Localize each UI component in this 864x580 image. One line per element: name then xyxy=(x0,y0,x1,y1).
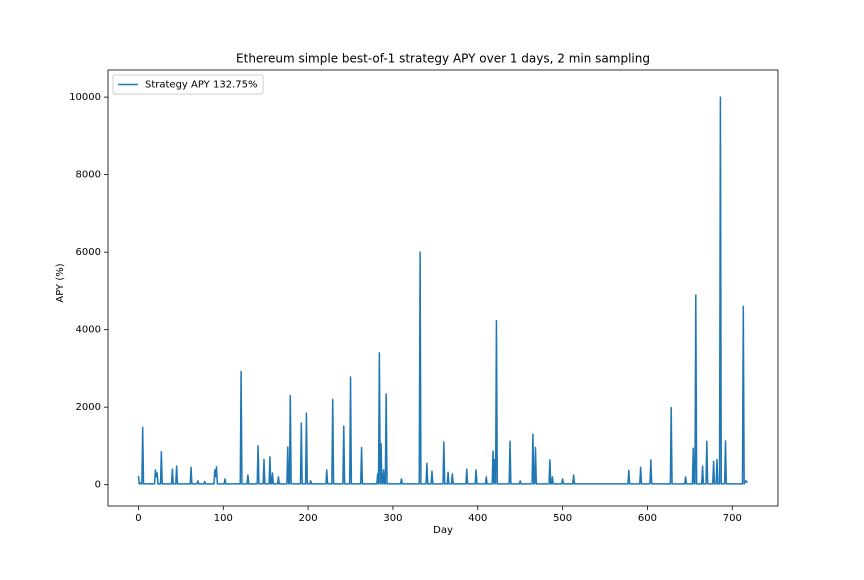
y-axis-label: APY (%) xyxy=(55,263,66,302)
legend-box xyxy=(112,74,264,95)
x-tick-label: 200 xyxy=(299,513,318,524)
y-tick-label: 8000 xyxy=(76,170,101,181)
x-tick-label: 500 xyxy=(553,513,572,524)
x-tick-label: 0 xyxy=(135,513,141,524)
y-tick-label: 0 xyxy=(95,480,101,491)
y-tick-label: 6000 xyxy=(76,247,101,258)
x-tick-label: 700 xyxy=(723,513,742,524)
y-tick-label: 4000 xyxy=(76,325,101,336)
y-tick-label: 2000 xyxy=(76,402,101,413)
x-tick-label: 300 xyxy=(383,513,402,524)
y-tick-label: 10000 xyxy=(69,92,101,103)
x-axis-label: Day xyxy=(433,525,453,536)
x-tick-label: 400 xyxy=(468,513,487,524)
legend-label: Strategy APY 132.75% xyxy=(145,80,257,91)
axes-frame xyxy=(107,69,779,507)
x-tick-label: 100 xyxy=(214,513,233,524)
data-line xyxy=(137,96,749,485)
x-tick-label: 600 xyxy=(638,513,657,524)
chart-title: Ethereum simple best-of-1 strategy APY o… xyxy=(236,52,650,66)
